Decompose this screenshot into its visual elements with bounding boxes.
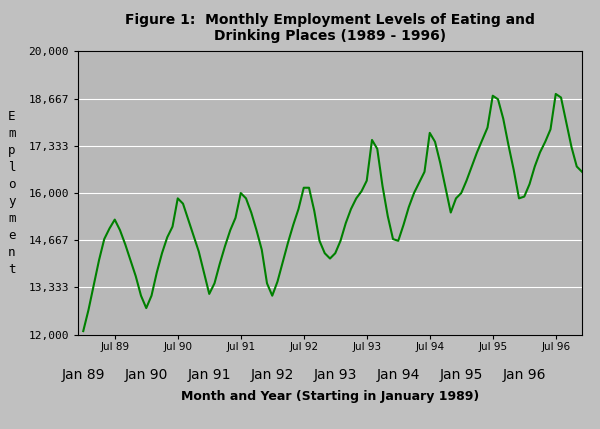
Y-axis label: E
m
p
l
o
y
m
e
n
t: E m p l o y m e n t (8, 110, 16, 276)
Title: Figure 1:  Monthly Employment Levels of Eating and
Drinking Places (1989 - 1996): Figure 1: Monthly Employment Levels of E… (125, 13, 535, 43)
X-axis label: Month and Year (Starting in January 1989): Month and Year (Starting in January 1989… (181, 390, 479, 403)
